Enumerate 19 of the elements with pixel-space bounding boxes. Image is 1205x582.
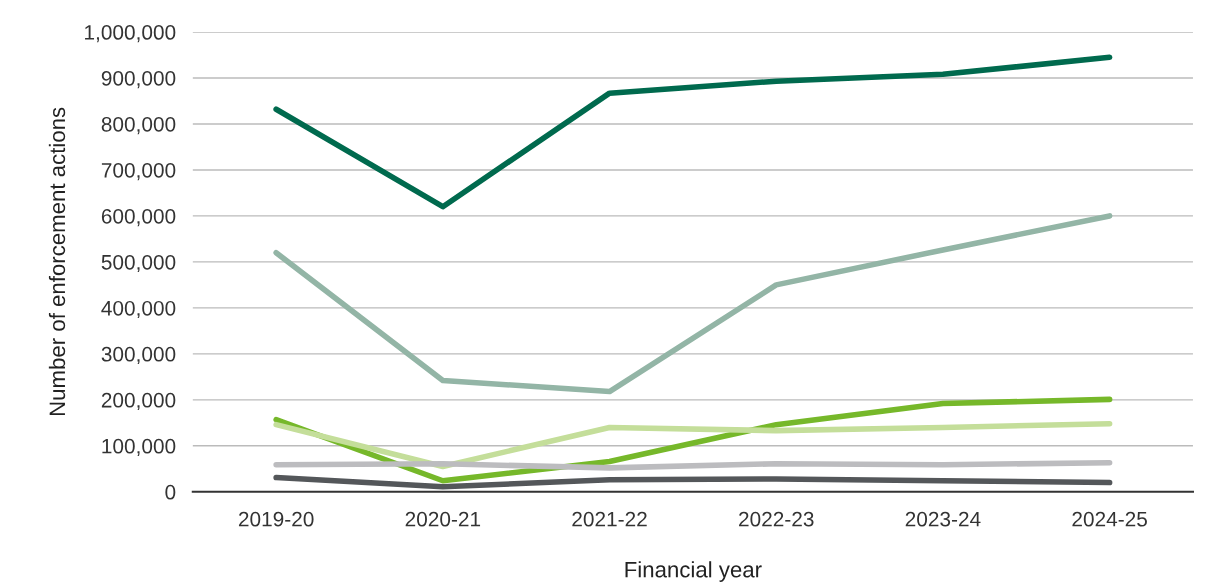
y-tick-label: 400,000 — [101, 300, 176, 319]
y-tick-label: 300,000 — [101, 346, 176, 365]
y-tick-label: 1,000,000 — [85, 25, 176, 43]
x-tick-label: 2019-20 — [238, 511, 314, 527]
x-tick-label: 2020-21 — [405, 511, 481, 527]
y-tick-label: 100,000 — [102, 438, 176, 457]
x-axis-title: Financial year — [625, 561, 762, 582]
y-tick-label: 0 — [165, 484, 176, 500]
x-tick-label: 2024-25 — [1072, 511, 1147, 527]
y-tick-label: 700,000 — [101, 162, 176, 181]
y-axis-title: Number of enforcement actions — [48, 107, 66, 416]
x-tick-label: 2022-23 — [739, 511, 814, 527]
y-tick-label: 200,000 — [101, 392, 176, 411]
x-tick-label: 2021-22 — [572, 511, 647, 527]
y-tick-label: 500,000 — [101, 254, 176, 273]
x-tick-label: 2023-24 — [905, 511, 981, 527]
y-tick-label: 800,000 — [101, 116, 176, 135]
y-tick-label: 900,000 — [101, 70, 176, 89]
y-tick-label: 600,000 — [101, 208, 176, 227]
